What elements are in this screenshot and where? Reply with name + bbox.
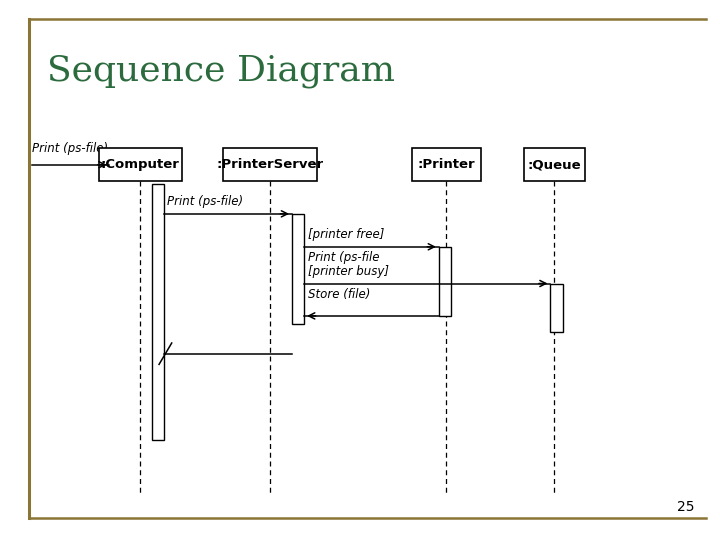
- Bar: [412, 148, 481, 181]
- Text: [printer busy]: [printer busy]: [308, 265, 389, 278]
- Bar: [99, 148, 181, 181]
- Text: Sequence Diagram: Sequence Diagram: [47, 54, 395, 88]
- Text: :PrinterServer: :PrinterServer: [217, 158, 323, 171]
- Bar: [524, 148, 585, 181]
- Bar: [223, 148, 317, 181]
- Bar: [292, 214, 305, 324]
- Bar: [152, 184, 163, 440]
- Text: :Queue: :Queue: [528, 158, 581, 171]
- Bar: [439, 247, 451, 316]
- Text: Print (ps-file): Print (ps-file): [167, 195, 243, 208]
- Text: 25: 25: [678, 500, 695, 514]
- Bar: [550, 284, 563, 332]
- Text: :Printer: :Printer: [418, 158, 475, 171]
- Text: Print (ps-file): Print (ps-file): [32, 142, 109, 155]
- Text: [printer free]: [printer free]: [308, 228, 384, 241]
- Text: Store (file): Store (file): [308, 288, 370, 301]
- Text: Print (ps-file: Print (ps-file: [308, 251, 379, 264]
- Text: :Computer: :Computer: [101, 158, 180, 171]
